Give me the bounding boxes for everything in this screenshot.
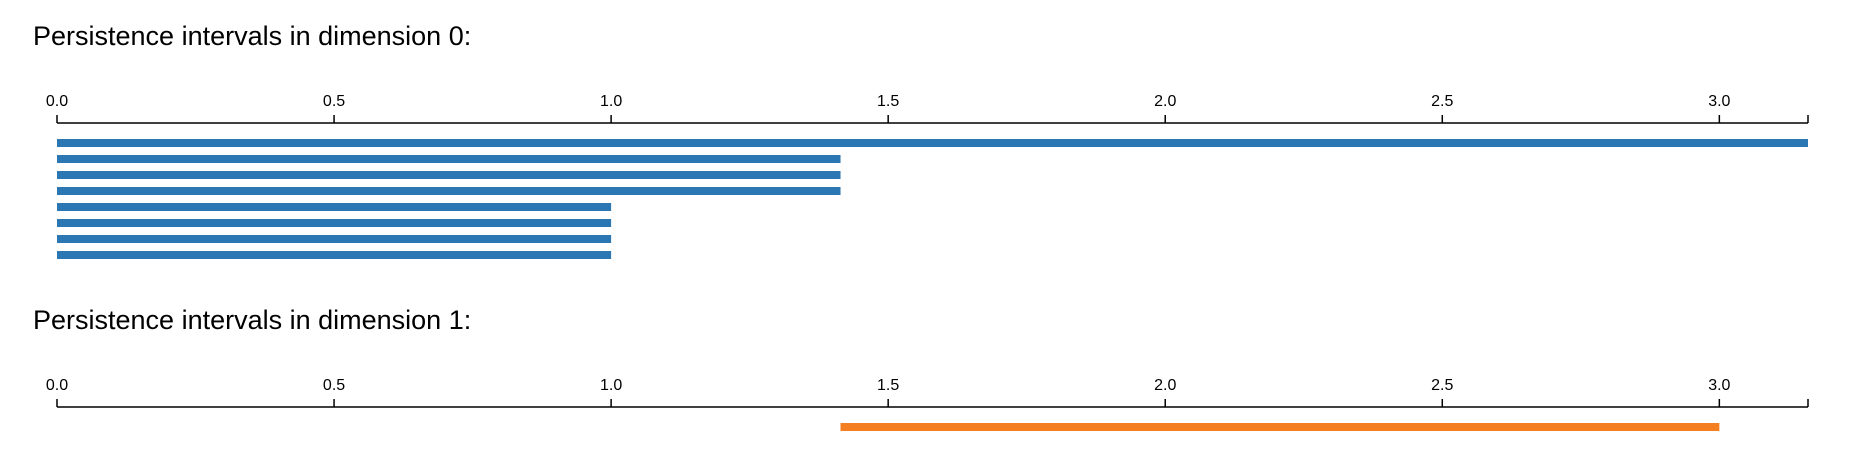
interval-bar bbox=[57, 203, 612, 211]
chart-title: Persistence intervals in dimension 0: bbox=[33, 21, 471, 51]
x-tick-label: 2.5 bbox=[1431, 377, 1453, 394]
interval-bar bbox=[57, 235, 612, 243]
interval-bar bbox=[57, 171, 841, 179]
interval-bar bbox=[57, 187, 841, 195]
interval-bar bbox=[57, 251, 612, 259]
x-tick-label: 0.5 bbox=[323, 377, 345, 394]
chart-title: Persistence intervals in dimension 1: bbox=[33, 305, 471, 335]
x-tick-label: 1.0 bbox=[600, 377, 622, 394]
x-tick-label: 0.0 bbox=[46, 377, 68, 394]
x-tick-label: 0.0 bbox=[46, 93, 68, 110]
x-tick-label: 1.5 bbox=[877, 93, 899, 110]
interval-bar bbox=[840, 423, 1720, 431]
interval-bar bbox=[57, 219, 612, 227]
x-tick-label: 1.5 bbox=[877, 377, 899, 394]
x-tick-label: 2.0 bbox=[1154, 377, 1176, 394]
x-tick-label: 3.0 bbox=[1708, 93, 1730, 110]
interval-bar bbox=[57, 155, 841, 163]
interval-bar bbox=[57, 139, 1808, 147]
x-tick-label: 2.5 bbox=[1431, 93, 1453, 110]
x-tick-label: 2.0 bbox=[1154, 93, 1176, 110]
x-tick-label: 1.0 bbox=[600, 93, 622, 110]
x-tick-label: 0.5 bbox=[323, 93, 345, 110]
x-tick-label: 3.0 bbox=[1708, 377, 1730, 394]
